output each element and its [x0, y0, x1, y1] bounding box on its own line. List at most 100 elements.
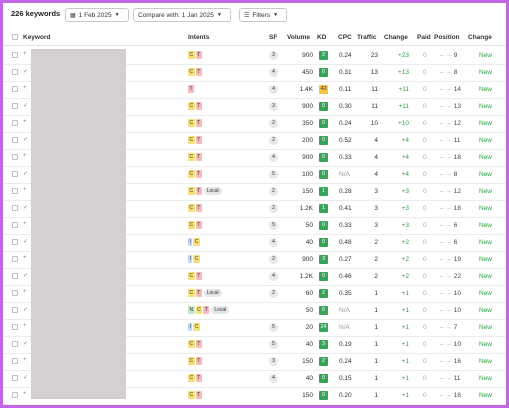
sf-badge[interactable]: 5 [269, 221, 278, 230]
row-checkbox[interactable] [12, 358, 18, 364]
table-row[interactable]: + T 4 1.4K 42 0.11 11 +11 0 – → 14 New [3, 81, 506, 99]
row-checkbox[interactable] [12, 69, 18, 75]
check-icon[interactable]: ✓ [23, 103, 29, 109]
sf-badge[interactable]: 4 [269, 68, 278, 77]
table-row[interactable]: + I C 2 900 3 0.27 2 +2 0 – → 19 New [3, 251, 506, 269]
table-row[interactable]: ✓ C T 4 1.2K 0 0.46 2 +2 0 – → 22 New [3, 268, 506, 286]
table-row[interactable]: ✓ N C T Local 50 6 N/A 1 +1 0 – → 10 New [3, 302, 506, 320]
table-row[interactable]: + C T Local 2 60 2 0.35 1 +1 0 – → 10 New [3, 285, 506, 303]
add-icon[interactable]: + [23, 187, 27, 193]
filters-button[interactable]: ☰ Filters ▼ [239, 8, 287, 22]
header-keyword[interactable]: Keyword [23, 34, 51, 41]
table-row[interactable]: ✓ C T 2 200 0 0.52 4 +4 0 – → 11 New [3, 132, 506, 150]
sf-badge[interactable]: 2 [269, 187, 278, 196]
check-icon[interactable]: ✓ [23, 307, 29, 313]
table-row[interactable]: ✓ C T 5 100 0 N/A 4 +4 0 – → 8 New [3, 166, 506, 184]
header-position[interactable]: Position [434, 34, 460, 41]
sf-badge[interactable]: 5 [269, 323, 278, 332]
row-checkbox[interactable] [12, 324, 18, 330]
row-checkbox[interactable] [12, 273, 18, 279]
table-row[interactable]: + C T 3 900 2 0.24 23 +23 0 – → 9 New [3, 47, 506, 65]
table-row[interactable]: + C T 4 900 0 0.33 4 +4 0 – → 18 New [3, 149, 506, 167]
check-icon[interactable]: ✓ [23, 205, 29, 211]
check-icon[interactable]: ✓ [23, 273, 29, 279]
sf-badge[interactable]: 2 [269, 136, 278, 145]
sf-badge[interactable]: 4 [269, 85, 278, 94]
sf-badge[interactable]: 5 [269, 170, 278, 179]
table-row[interactable]: ✓ C T 4 450 0 0.31 13 +13 0 – → 8 New [3, 64, 506, 82]
row-checkbox[interactable] [12, 239, 18, 245]
add-icon[interactable]: + [23, 119, 27, 125]
table-row[interactable]: + C T 2 350 0 0.24 10 +10 0 – → 12 New [3, 115, 506, 133]
header-volume[interactable]: Volume [287, 34, 310, 41]
sf-badge[interactable]: 5 [269, 340, 278, 349]
add-icon[interactable]: + [23, 391, 27, 397]
add-icon[interactable]: + [23, 289, 27, 295]
add-icon[interactable]: + [23, 221, 27, 227]
table-row[interactable]: + C T 150 0 0.20 1 +1 0 – → 16 New [3, 387, 506, 405]
row-checkbox[interactable] [12, 103, 18, 109]
header-traffic[interactable]: Traffic [357, 34, 377, 41]
add-icon[interactable]: + [23, 357, 27, 363]
table-row[interactable]: ✓ I C 4 40 0 0.48 2 +2 0 – → 6 New [3, 234, 506, 252]
sf-badge[interactable]: 2 [269, 289, 278, 298]
row-checkbox[interactable] [12, 341, 18, 347]
check-icon[interactable]: ✓ [23, 239, 29, 245]
row-checkbox[interactable] [12, 256, 18, 262]
compare-dropdown[interactable]: Compare with: 1 Jan 2025 ▼ [133, 8, 231, 22]
table-row[interactable]: ✓ C T 5 40 3 0.19 1 +1 0 – → 10 New [3, 336, 506, 354]
sf-badge[interactable]: 3 [269, 51, 278, 60]
row-checkbox[interactable] [12, 137, 18, 143]
sf-badge[interactable]: 3 [269, 357, 278, 366]
row-checkbox[interactable] [12, 205, 18, 211]
row-checkbox[interactable] [12, 154, 18, 160]
sf-badge[interactable]: 2 [269, 119, 278, 128]
header-sf[interactable]: SF [269, 34, 278, 41]
row-checkbox[interactable] [12, 392, 18, 398]
sf-badge[interactable]: 3 [269, 102, 278, 111]
table-row[interactable]: + C T 5 50 0 0.33 3 +3 0 – → 6 New [3, 217, 506, 235]
check-icon[interactable]: ✓ [23, 341, 29, 347]
add-icon[interactable]: + [23, 255, 27, 261]
row-checkbox[interactable] [12, 375, 18, 381]
header-paid[interactable]: Paid [417, 34, 431, 41]
date-picker-button[interactable]: ▦ 1 Feb 2025 ▼ [65, 8, 129, 22]
table-row[interactable]: + I C 5 20 24 N/A 1 +1 0 – → 7 New [3, 319, 506, 337]
row-checkbox[interactable] [12, 52, 18, 58]
header-change-position[interactable]: Change [468, 34, 492, 41]
sf-badge[interactable]: 4 [269, 374, 278, 383]
sf-badge[interactable]: 2 [269, 204, 278, 213]
row-checkbox[interactable] [12, 171, 18, 177]
sf-badge[interactable]: 4 [269, 238, 278, 247]
check-icon[interactable]: ✓ [23, 171, 29, 177]
sf-badge[interactable]: 2 [269, 255, 278, 264]
table-row[interactable]: ✓ C T 3 900 0 0.30 11 +11 0 – → 13 New [3, 98, 506, 116]
row-checkbox[interactable] [12, 290, 18, 296]
row-checkbox[interactable] [12, 307, 18, 313]
row-checkbox[interactable] [12, 188, 18, 194]
sf-badge[interactable]: 4 [269, 272, 278, 281]
table-row[interactable]: + C T 3 150 2 0.24 1 +1 0 – → 16 New [3, 353, 506, 371]
add-icon[interactable]: + [23, 51, 27, 57]
add-icon[interactable]: + [23, 323, 27, 329]
row-checkbox[interactable] [12, 222, 18, 228]
row-checkbox[interactable] [12, 120, 18, 126]
check-icon[interactable]: ✓ [23, 375, 29, 381]
check-icon[interactable]: ✓ [23, 137, 29, 143]
table-row[interactable]: ✓ C T 2 1.2K 1 0.41 3 +3 0 – → 18 New [3, 200, 506, 218]
select-all-checkbox[interactable] [12, 34, 18, 40]
header-cpc[interactable]: CPC [338, 34, 352, 41]
sf-badge[interactable]: 4 [269, 153, 278, 162]
table-row[interactable]: + C T Local 2 150 1 0.28 3 +3 0 – → 12 New [3, 183, 506, 201]
row-checkbox[interactable] [12, 86, 18, 92]
header-kd[interactable]: KD [317, 34, 327, 41]
check-icon[interactable]: ✓ [23, 69, 29, 75]
add-icon[interactable]: + [23, 153, 27, 159]
table-row[interactable]: ✓ C T 4 40 0 0.15 1 +1 0 – → 11 New [3, 370, 506, 388]
add-icon[interactable]: + [23, 85, 27, 91]
header-change[interactable]: Change [384, 34, 408, 41]
header-intents[interactable]: Intents [188, 34, 210, 41]
